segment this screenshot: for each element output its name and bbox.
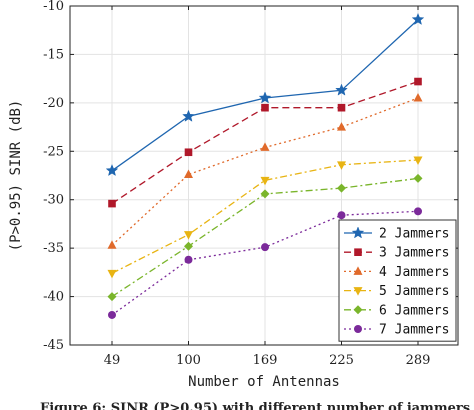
- plot-frame: [69, 5, 459, 346]
- marker-circle: [354, 325, 362, 333]
- y-tick-label: -40: [43, 290, 64, 305]
- marker-square: [414, 77, 422, 86]
- legend-item: 2 Jammers: [344, 226, 449, 242]
- y-tick-label: -25: [43, 144, 64, 159]
- marker-diamond: [260, 189, 270, 199]
- legend-item: 5 Jammers: [344, 284, 449, 299]
- marker-circle: [108, 310, 116, 319]
- x-tick-label: 225: [329, 353, 354, 368]
- legend-label: 3 Jammers: [379, 246, 449, 261]
- marker-star: [411, 12, 425, 25]
- marker-diamond: [337, 183, 346, 193]
- marker-triangle-up: [413, 93, 423, 102]
- marker-triangle-down: [184, 231, 193, 240]
- legend: 2 Jammers 3 Jammers 4 Jammers 5 Jammers 6 Ja…: [338, 219, 457, 342]
- y-tick-label: -45: [43, 338, 64, 353]
- marker-star: [182, 109, 195, 122]
- series-7-jammers: [108, 207, 422, 319]
- marker-square: [354, 248, 362, 256]
- series-layer: [105, 12, 425, 319]
- marker-diamond: [107, 292, 117, 302]
- series-6-jammers: [107, 173, 423, 302]
- marker-triangle-down: [353, 287, 363, 296]
- marker-star: [335, 83, 348, 96]
- marker-triangle-up: [184, 169, 193, 179]
- x-tick-label: 49: [104, 353, 121, 368]
- y-tick-label: -30: [43, 193, 64, 208]
- marker-triangle-down: [260, 176, 270, 186]
- series-5-jammers: [107, 156, 423, 279]
- marker-star: [105, 163, 119, 177]
- legend-box: [338, 219, 457, 342]
- marker-triangle-up: [353, 266, 363, 275]
- series-3-jammers: [108, 77, 422, 208]
- y-axis-label: (P>0.95) SINR (dB): [8, 100, 24, 252]
- legend-item: 6 Jammers: [344, 303, 449, 318]
- marker-square: [184, 148, 193, 157]
- marker-star: [351, 226, 365, 239]
- series-4-jammers: [107, 93, 423, 249]
- x-axis-ticks: 49 100 169 225 289: [104, 6, 431, 368]
- marker-triangle-down: [337, 161, 346, 170]
- marker-circle: [337, 211, 346, 220]
- marker-circle: [414, 207, 422, 216]
- marker-circle: [184, 255, 193, 264]
- marker-triangle-up: [107, 240, 117, 249]
- marker-diamond: [353, 305, 363, 315]
- legend-label: 6 Jammers: [379, 303, 449, 318]
- marker-circle: [261, 243, 269, 252]
- legend-label: 7 Jammers: [379, 323, 449, 338]
- legend-label: 2 Jammers: [379, 227, 449, 242]
- x-tick-label: 100: [176, 353, 201, 368]
- marker-square: [337, 103, 346, 112]
- y-tick-label: -20: [43, 96, 64, 111]
- marker-triangle-up: [260, 142, 270, 151]
- y-tick-label: -15: [43, 47, 64, 62]
- marker-triangle-down: [107, 269, 117, 279]
- y-tick-label: -10: [43, 0, 64, 14]
- marker-triangle-down: [413, 156, 423, 166]
- marker-diamond: [413, 173, 423, 183]
- legend-label: 4 Jammers: [379, 265, 449, 280]
- legend-item: 4 Jammers: [344, 265, 449, 280]
- legend-item: 7 Jammers: [344, 323, 449, 338]
- marker-diamond: [184, 241, 193, 251]
- marker-star: [258, 91, 272, 104]
- y-axis-ticks: -45 -40 -35 -30 -25 -20 -15 -10: [43, 0, 458, 353]
- marker-square: [261, 103, 269, 112]
- marker-triangle-up: [337, 122, 346, 131]
- series-2-jammers: [105, 12, 425, 177]
- x-tick-label: 289: [406, 353, 431, 368]
- x-tick-label: 169: [253, 353, 278, 368]
- marker-square: [108, 199, 116, 208]
- legend-item: 3 Jammers: [344, 246, 449, 261]
- y-tick-label: -35: [43, 241, 64, 256]
- x-axis-label: Number of Antennas: [188, 374, 340, 390]
- figure-caption-fragment: Figure 6: SINR (P>0.95) with different n…: [40, 401, 470, 410]
- legend-label: 5 Jammers: [379, 284, 449, 299]
